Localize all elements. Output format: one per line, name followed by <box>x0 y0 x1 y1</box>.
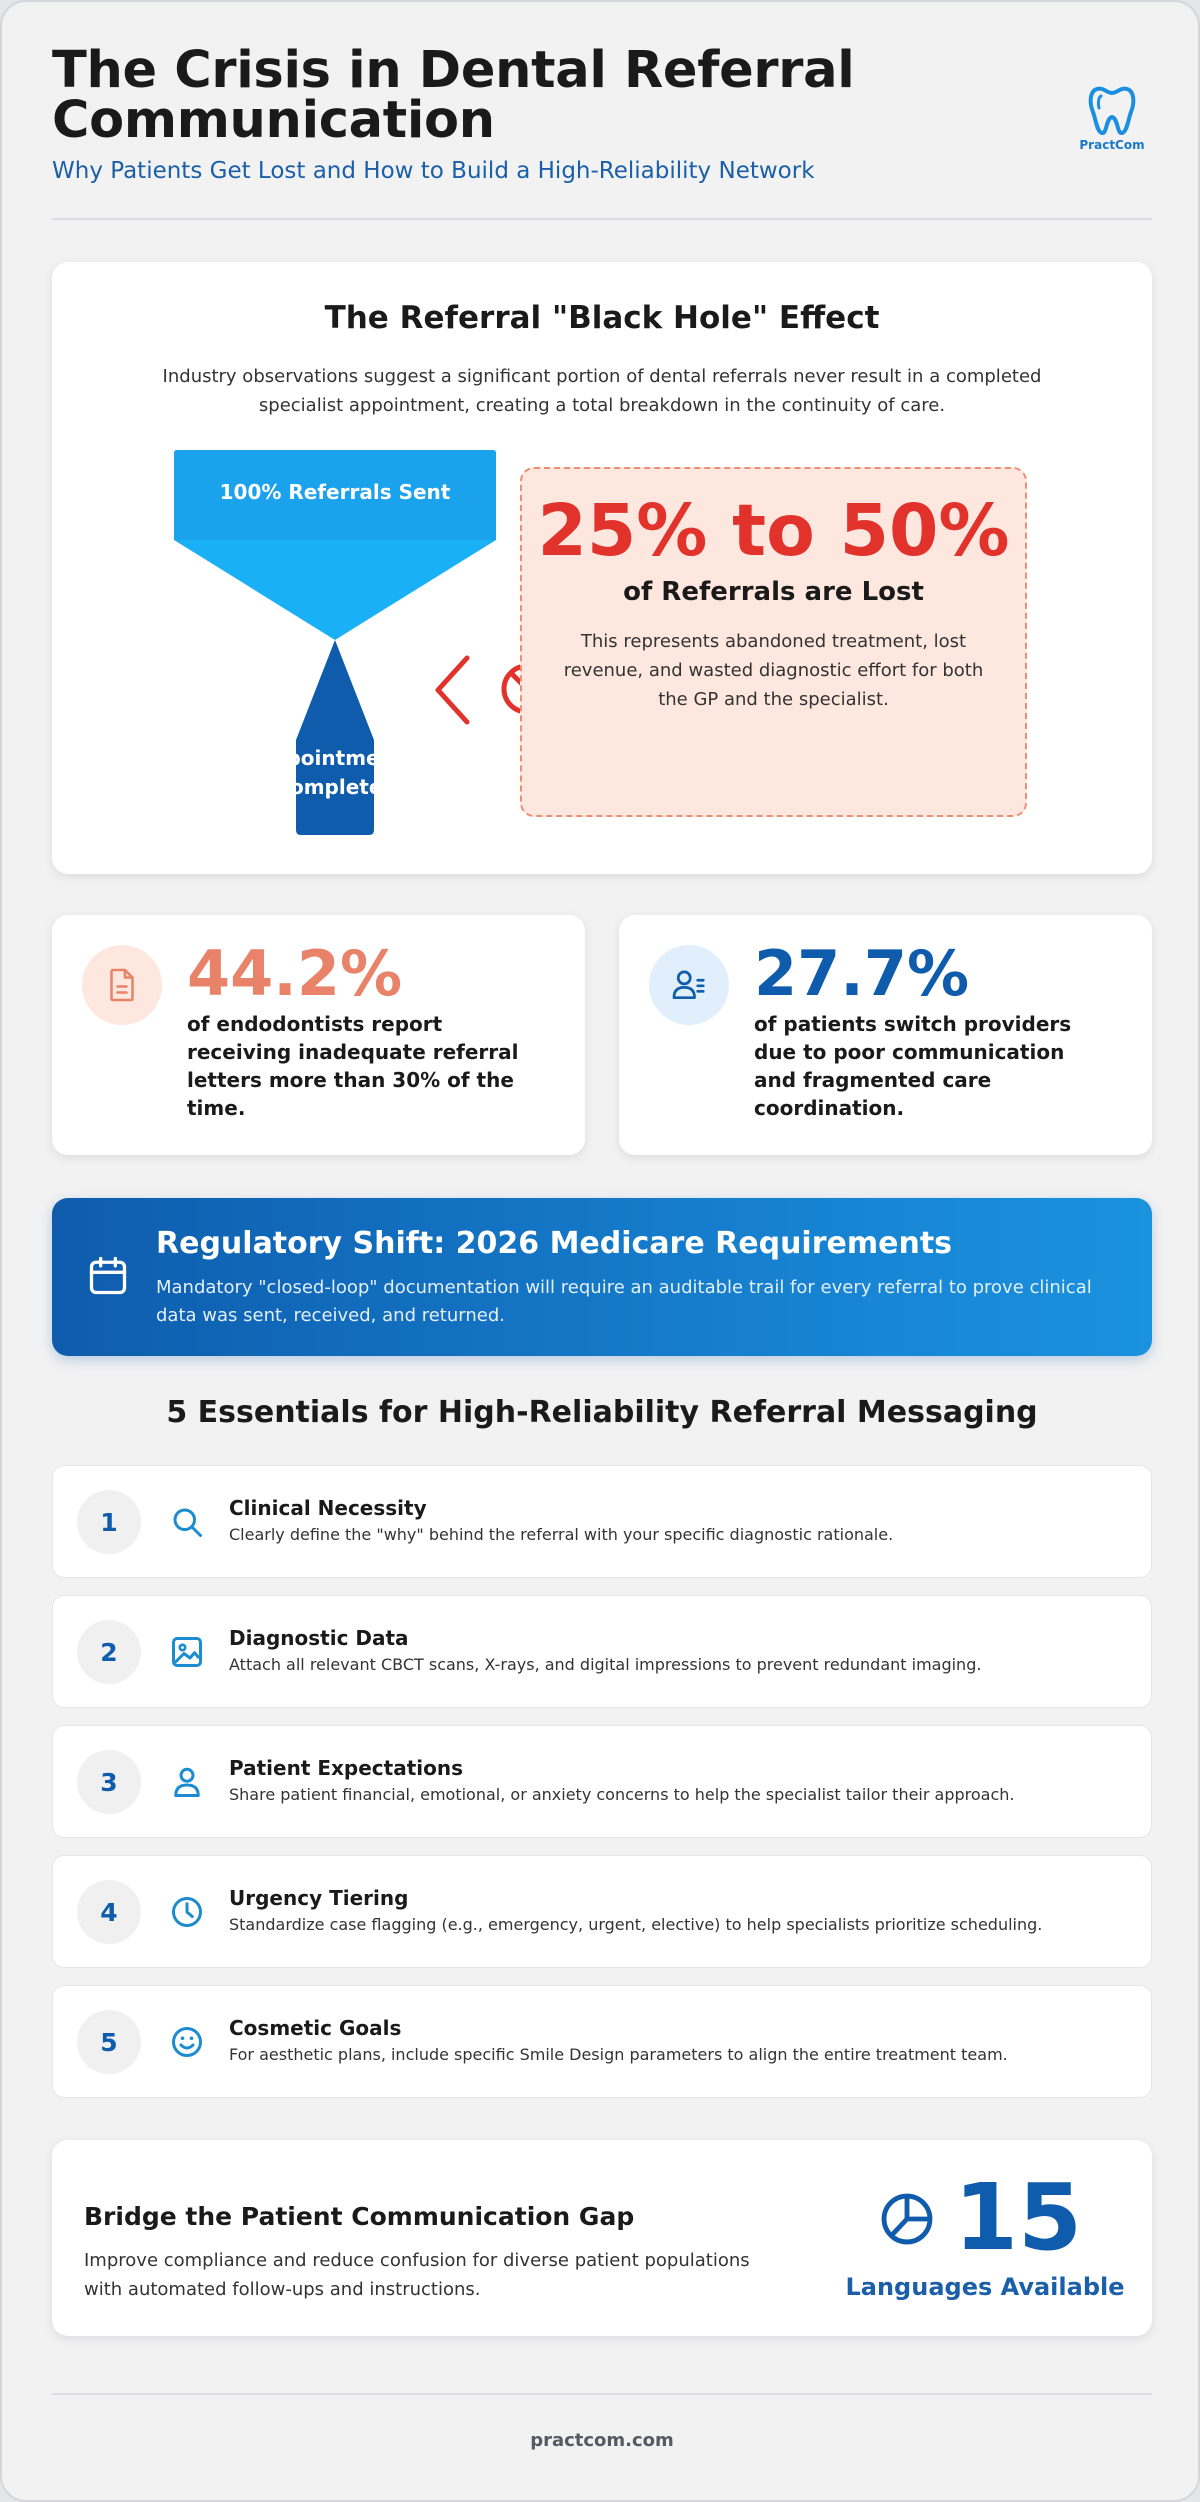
regulatory-text: Mandatory "closed-loop" documentation wi… <box>156 1277 1092 1326</box>
essential-description: For aesthetic plans, include specific Sm… <box>229 2045 1008 2064</box>
lost-referrals-box: 25% to 50% of Referrals are Lost This re… <box>520 467 1027 817</box>
lost-referrals-text: This represents abandoned treatment, los… <box>563 631 984 710</box>
black-hole-card: The Referral "Black Hole" Effect Industr… <box>52 262 1152 874</box>
stat-value: 44.2% <box>187 937 403 1010</box>
document-icon <box>82 945 162 1025</box>
black-hole-title: The Referral "Black Hole" Effect <box>324 300 880 336</box>
essential-item: 1 Clinical Necessity Clearly define the … <box>52 1465 1152 1578</box>
languages-count: 15 <box>954 2164 1083 2271</box>
essential-description: Attach all relevant CBCT scans, X-rays, … <box>229 1655 982 1674</box>
essential-item: 2 Diagnostic Data Attach all relevant CB… <box>52 1595 1152 1708</box>
image-icon <box>172 1637 202 1667</box>
essential-title: Patient Expectations <box>229 1756 464 1780</box>
essential-title: Cosmetic Goals <box>229 2016 402 2040</box>
clock-icon <box>172 1897 202 1927</box>
logo-text: PractCom <box>1079 138 1145 152</box>
essential-number: 1 <box>77 1490 141 1554</box>
essential-title: Clinical Necessity <box>229 1496 427 1520</box>
header-divider <box>52 218 1152 220</box>
referral-funnel: 100% Referrals Sent Appointments Complet… <box>174 450 496 835</box>
calendar-icon <box>89 1256 127 1295</box>
tooth-icon <box>1088 86 1136 135</box>
funnel-graphic <box>174 450 496 835</box>
essential-item: 4 Urgency Tiering Standardize case flagg… <box>52 1855 1152 1968</box>
stat-description: of endodontists report receiving inadequ… <box>187 1012 519 1120</box>
essential-number: 3 <box>77 1750 141 1814</box>
funnel-bottom-line2: Completed <box>296 775 376 799</box>
essential-description: Standardize case flagging (e.g., emergen… <box>229 1915 1043 1934</box>
user-icon <box>174 1767 200 1797</box>
essentials-heading: 5 Essentials for High-Reliability Referr… <box>166 1395 1038 1430</box>
essential-number: 4 <box>77 1880 141 1944</box>
essential-item: 3 Patient Expectations Share patient fin… <box>52 1725 1152 1838</box>
essential-number: 2 <box>77 1620 141 1684</box>
globe-icon <box>881 2193 933 2245</box>
essential-description: Share patient financial, emotional, or a… <box>229 1785 1015 1804</box>
footer-url: practcom.com <box>530 2430 674 2451</box>
lost-referrals-value: 25% to 50% <box>537 489 1010 572</box>
stat-value: 27.7% <box>754 937 970 1010</box>
footer-divider <box>52 2393 1152 2395</box>
essential-title: Urgency Tiering <box>229 1886 409 1910</box>
languages-card: Bridge the Patient Communication Gap Imp… <box>52 2140 1152 2336</box>
user-list-icon <box>649 945 729 1025</box>
essential-title: Diagnostic Data <box>229 1626 409 1650</box>
funnel-bottom-line1: Appointments <box>296 746 376 770</box>
black-hole-description: Industry observations suggest a signific… <box>162 366 1042 416</box>
essential-description: Clearly define the "why" behind the refe… <box>229 1525 894 1544</box>
search-icon <box>173 1508 202 1537</box>
regulatory-banner: Regulatory Shift: 2026 Medicare Requirem… <box>52 1198 1152 1356</box>
smile-icon <box>172 2027 202 2057</box>
chevron-left-icon <box>435 655 470 725</box>
languages-title: Bridge the Patient Communication Gap <box>84 2202 635 2231</box>
essential-item: 5 Cosmetic Goals For aesthetic plans, in… <box>52 1985 1152 2098</box>
page-title: The Crisis in Dental Referral Communicat… <box>52 41 855 150</box>
essential-number: 5 <box>77 2010 141 2074</box>
funnel-bottom-label: Appointments Completed <box>296 744 376 804</box>
funnel-top-label: 100% Referrals Sent <box>219 480 451 504</box>
stat-description: of patients switch providers due to poor… <box>754 1012 1072 1120</box>
lost-referrals-label: of Referrals are Lost <box>623 577 924 607</box>
header: The Crisis in Dental Referral Communicat… <box>52 41 1152 221</box>
page-subtitle: Why Patients Get Lost and How to Build a… <box>52 158 815 184</box>
languages-text: Improve compliance and reduce confusion … <box>84 2250 750 2300</box>
stat-card-patients: 27.7% of patients switch providers due t… <box>619 915 1152 1155</box>
practcom-logo: PractCom <box>1072 84 1152 152</box>
languages-label: Languages Available <box>845 2273 1125 2301</box>
stat-card-endodontists: 44.2% of endodontists report receiving i… <box>52 915 585 1155</box>
regulatory-title: Regulatory Shift: 2026 Medicare Requirem… <box>156 1226 953 1261</box>
